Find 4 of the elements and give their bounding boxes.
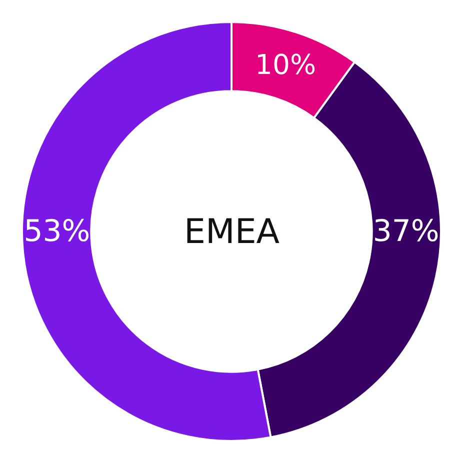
data-label: 53% [24, 214, 90, 250]
text: EMEA [184, 212, 280, 252]
data-label: 10% [255, 49, 316, 82]
data-label: 37% [372, 214, 440, 250]
